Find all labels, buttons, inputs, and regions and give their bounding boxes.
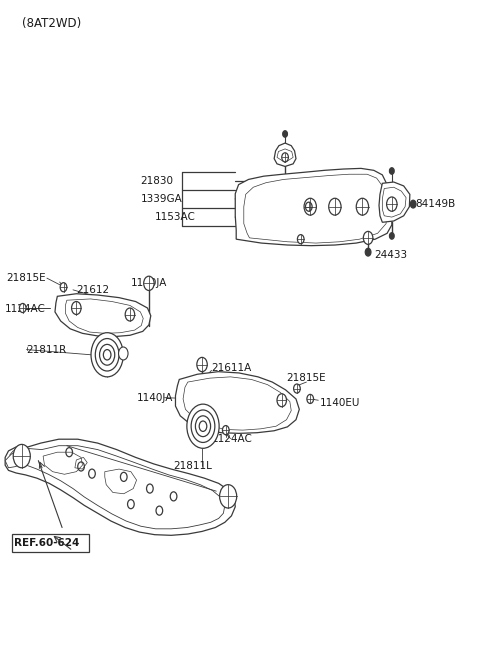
Circle shape	[277, 394, 287, 407]
Circle shape	[222, 426, 229, 435]
Circle shape	[119, 347, 128, 360]
Circle shape	[197, 358, 207, 371]
Text: 1153AC: 1153AC	[155, 212, 195, 222]
Text: 84149B: 84149B	[416, 199, 456, 209]
Polygon shape	[235, 168, 392, 246]
Text: 24433: 24433	[374, 250, 407, 260]
Circle shape	[329, 198, 341, 215]
Polygon shape	[5, 440, 235, 535]
Text: 21830: 21830	[140, 176, 173, 186]
Circle shape	[356, 198, 369, 215]
Polygon shape	[55, 293, 151, 337]
Text: 21611A: 21611A	[212, 364, 252, 373]
Text: 1124AC: 1124AC	[5, 305, 46, 314]
Circle shape	[410, 200, 416, 208]
Circle shape	[298, 234, 304, 244]
Circle shape	[307, 394, 313, 403]
Circle shape	[60, 283, 67, 291]
Text: 1140EU: 1140EU	[320, 398, 360, 408]
Text: 1140JA: 1140JA	[131, 278, 167, 288]
Polygon shape	[176, 371, 300, 434]
Circle shape	[125, 308, 135, 321]
Text: 21811L: 21811L	[174, 462, 213, 472]
Text: 21811R: 21811R	[26, 345, 67, 354]
Circle shape	[13, 444, 30, 468]
Circle shape	[294, 384, 300, 393]
Circle shape	[386, 197, 397, 212]
Text: 21815E: 21815E	[287, 373, 326, 383]
Text: REF.60-624: REF.60-624	[14, 538, 80, 548]
Polygon shape	[379, 182, 410, 222]
Polygon shape	[274, 143, 296, 166]
Circle shape	[389, 168, 394, 174]
Circle shape	[304, 198, 316, 215]
Circle shape	[282, 153, 288, 162]
Circle shape	[389, 233, 394, 239]
Circle shape	[72, 301, 81, 314]
Circle shape	[91, 333, 123, 377]
FancyBboxPatch shape	[12, 534, 89, 552]
Polygon shape	[5, 451, 25, 468]
Circle shape	[305, 202, 312, 212]
Circle shape	[144, 276, 154, 290]
Circle shape	[283, 131, 288, 137]
Circle shape	[365, 248, 371, 256]
Circle shape	[363, 231, 373, 244]
Circle shape	[187, 404, 219, 448]
Text: 1140JA: 1140JA	[137, 392, 173, 403]
Circle shape	[19, 303, 26, 312]
Circle shape	[219, 485, 237, 508]
Text: 21612: 21612	[76, 285, 109, 295]
Text: 21815E: 21815E	[7, 273, 46, 283]
Text: (8AT2WD): (8AT2WD)	[22, 17, 81, 30]
Text: 1339GA: 1339GA	[140, 194, 182, 204]
Text: 1124AC: 1124AC	[212, 434, 252, 444]
